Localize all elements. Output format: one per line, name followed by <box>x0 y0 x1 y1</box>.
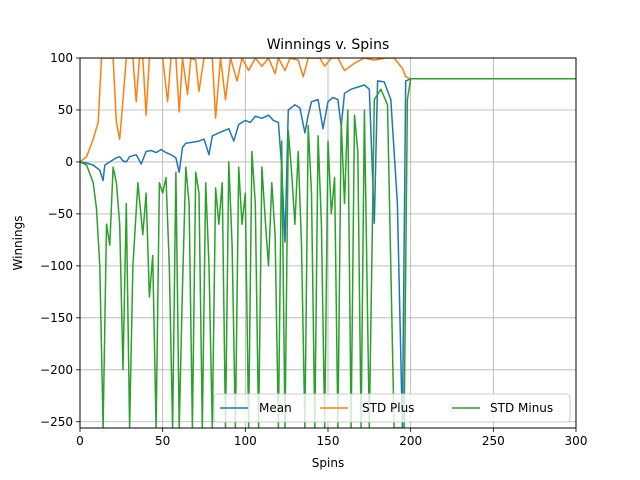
x-axis-label: Spins <box>312 456 344 470</box>
chart-title: Winnings v. Spins <box>267 37 390 53</box>
x-tick-label: 200 <box>399 434 422 448</box>
x-tick-label: 250 <box>482 434 505 448</box>
y-tick-label: −50 <box>48 207 73 221</box>
y-tick-label: −200 <box>40 363 73 377</box>
y-tick-label: −100 <box>40 259 73 273</box>
legend-box <box>213 393 571 423</box>
x-tick-label: 0 <box>76 434 84 448</box>
series-line-std-minus <box>80 78 576 428</box>
series-line-std-plus <box>80 58 576 163</box>
legend: Mean STD Plus STD Minus <box>213 393 571 423</box>
legend-label-mean: Mean <box>259 401 292 415</box>
legend-label-std-minus: STD Minus <box>490 401 553 415</box>
y-tick-label: 100 <box>50 51 73 65</box>
y-tick-label: 50 <box>58 103 73 117</box>
x-tick-label: 100 <box>234 434 257 448</box>
series-lines <box>80 58 576 428</box>
legend-label-std-plus: STD Plus <box>362 401 414 415</box>
axis-ticks: 0 50 100 150 200 250 300 −250 −200 −150 −100 −50 0 50… <box>40 51 587 448</box>
y-tick-label: −250 <box>40 415 73 429</box>
y-axis-label: Winnings <box>11 216 25 271</box>
y-tick-label: −150 <box>40 311 73 325</box>
x-tick-label: 50 <box>155 434 170 448</box>
x-tick-label: 300 <box>565 434 588 448</box>
series-line-mean <box>80 78 576 428</box>
y-tick-label: 0 <box>65 155 73 169</box>
x-tick-label: 150 <box>317 434 340 448</box>
